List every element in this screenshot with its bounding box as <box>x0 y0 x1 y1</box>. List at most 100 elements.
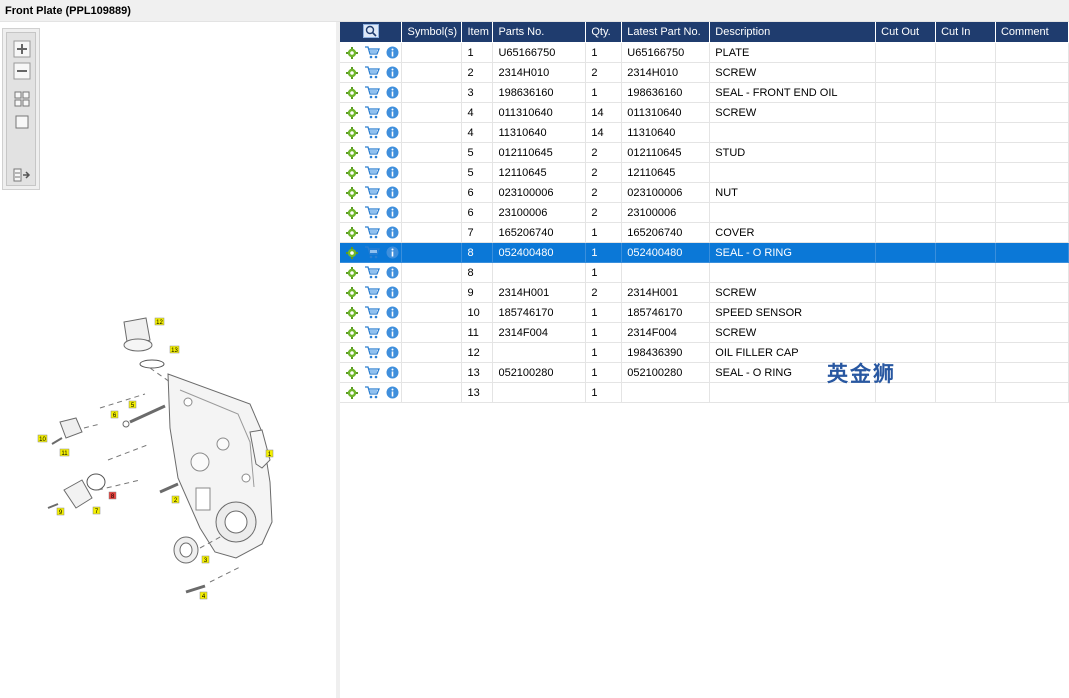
callout-1[interactable] <box>265 449 274 458</box>
cell-latest-part-no[interactable]: 12110645 <box>621 162 711 183</box>
table-row[interactable]: 8 052400480 1 052400480 SEAL - O RING <box>340 242 1069 263</box>
column-header-item[interactable]: Item <box>461 22 494 43</box>
info-icon[interactable] <box>386 366 399 379</box>
cell-symbols[interactable] <box>401 142 463 163</box>
cell-latest-part-no[interactable] <box>621 382 711 403</box>
cell-comment[interactable] <box>995 262 1069 283</box>
table-row[interactable]: 7 165206740 1 165206740 COVER <box>340 222 1069 243</box>
cell-cut-in[interactable] <box>935 282 996 303</box>
cell-symbols[interactable] <box>401 42 463 63</box>
cell-symbols[interactable] <box>401 182 463 203</box>
gear-icon[interactable] <box>346 306 358 319</box>
cell-item[interactable]: 13 <box>461 382 494 403</box>
cart-icon[interactable] <box>364 346 381 359</box>
cart-icon[interactable] <box>364 266 381 279</box>
cell-symbols[interactable] <box>401 202 463 223</box>
cell-parts-no[interactable]: 185746170 <box>492 302 587 323</box>
cell-item[interactable]: 9 <box>461 282 494 303</box>
cell-latest-part-no[interactable]: 198436390 <box>621 342 711 363</box>
cell-qty[interactable]: 2 <box>585 162 623 183</box>
cell-latest-part-no[interactable]: 2314H010 <box>621 62 711 83</box>
exploded-parts-drawing[interactable]: 1 2 3 4 5 6 7 8 9 10 11 12 13 <box>0 282 336 612</box>
gear-icon[interactable] <box>346 166 358 179</box>
cell-latest-part-no[interactable]: 2314F004 <box>621 322 711 343</box>
cell-cut-in[interactable] <box>935 302 996 323</box>
cell-item[interactable]: 6 <box>461 182 494 203</box>
cell-item[interactable]: 7 <box>461 222 494 243</box>
cell-latest-part-no[interactable]: U65166750 <box>621 42 711 63</box>
cell-qty[interactable]: 2 <box>585 202 623 223</box>
table-row[interactable]: 9 2314H001 2 2314H001 SCREW <box>340 282 1069 303</box>
gear-icon[interactable] <box>346 126 358 139</box>
cell-latest-part-no[interactable]: 052100280 <box>621 362 711 383</box>
cell-comment[interactable] <box>995 142 1069 163</box>
column-header-cut-out[interactable]: Cut Out <box>875 22 937 43</box>
cell-comment[interactable] <box>995 122 1069 143</box>
cell-latest-part-no[interactable]: 23100006 <box>621 202 711 223</box>
table-row[interactable]: 4 11310640 14 11310640 <box>340 122 1069 143</box>
cell-description[interactable]: SCREW <box>709 62 877 83</box>
cell-parts-no[interactable]: 165206740 <box>492 222 587 243</box>
info-icon[interactable] <box>386 106 399 119</box>
cell-qty[interactable]: 1 <box>585 42 623 63</box>
cart-icon[interactable] <box>364 66 381 79</box>
cell-comment[interactable] <box>995 102 1069 123</box>
table-row[interactable]: 3 198636160 1 198636160 SEAL - FRONT END OIL <box>340 82 1069 103</box>
cell-parts-no[interactable]: 2314H001 <box>492 282 587 303</box>
cell-description[interactable]: SCREW <box>709 282 877 303</box>
cell-symbols[interactable] <box>401 282 463 303</box>
info-icon[interactable] <box>386 326 399 339</box>
cart-icon[interactable] <box>364 366 381 379</box>
cell-comment[interactable] <box>995 82 1069 103</box>
callout-3[interactable] <box>201 555 210 564</box>
cell-cut-in[interactable] <box>935 82 996 103</box>
gear-icon[interactable] <box>346 386 358 399</box>
cell-parts-no[interactable]: 011310640 <box>492 102 587 123</box>
cell-parts-no[interactable]: 12110645 <box>492 162 587 183</box>
cell-cut-in[interactable] <box>935 222 996 243</box>
cell-latest-part-no[interactable]: 2314H001 <box>621 282 711 303</box>
cell-comment[interactable] <box>995 362 1069 383</box>
cell-item[interactable]: 4 <box>461 122 494 143</box>
cell-symbols[interactable] <box>401 322 463 343</box>
cart-icon[interactable] <box>364 86 381 99</box>
cell-latest-part-no[interactable]: 11310640 <box>621 122 711 143</box>
cart-icon[interactable] <box>364 146 381 159</box>
table-row[interactable]: 12 1 198436390 OIL FILLER CAP <box>340 342 1069 363</box>
info-icon[interactable] <box>386 346 399 359</box>
cell-item[interactable]: 10 <box>461 302 494 323</box>
callout-2[interactable] <box>171 495 180 504</box>
cell-parts-no[interactable]: 23100006 <box>492 202 587 223</box>
cell-cut-in[interactable] <box>935 382 996 403</box>
cell-cut-out[interactable] <box>875 202 937 223</box>
column-header-cut-in[interactable]: Cut In <box>935 22 996 43</box>
cell-cut-out[interactable] <box>875 82 937 103</box>
cell-qty[interactable]: 1 <box>585 302 623 323</box>
cell-cut-in[interactable] <box>935 342 996 363</box>
cell-parts-no[interactable]: 2314F004 <box>492 322 587 343</box>
cell-cut-out[interactable] <box>875 162 937 183</box>
cell-description[interactable]: COVER <box>709 222 877 243</box>
cell-cut-out[interactable] <box>875 122 937 143</box>
search-icon[interactable] <box>362 23 379 38</box>
cell-description[interactable]: OIL FILLER CAP <box>709 342 877 363</box>
cell-symbols[interactable] <box>401 362 463 383</box>
cell-symbols[interactable] <box>401 122 463 143</box>
info-icon[interactable] <box>386 386 399 399</box>
cell-cut-in[interactable] <box>935 262 996 283</box>
cell-item[interactable]: 11 <box>461 322 494 343</box>
column-header-latest-part-no[interactable]: Latest Part No. <box>621 22 711 43</box>
cell-description[interactable]: SPEED SENSOR <box>709 302 877 323</box>
cell-cut-in[interactable] <box>935 322 996 343</box>
info-icon[interactable] <box>386 286 399 299</box>
cell-item[interactable]: 6 <box>461 202 494 223</box>
cell-comment[interactable] <box>995 322 1069 343</box>
cell-cut-in[interactable] <box>935 102 996 123</box>
cell-cut-out[interactable] <box>875 362 937 383</box>
cell-item[interactable]: 5 <box>461 142 494 163</box>
cell-cut-out[interactable] <box>875 42 937 63</box>
cell-cut-out[interactable] <box>875 282 937 303</box>
callout-12[interactable] <box>154 317 165 326</box>
gear-icon[interactable] <box>346 206 358 219</box>
